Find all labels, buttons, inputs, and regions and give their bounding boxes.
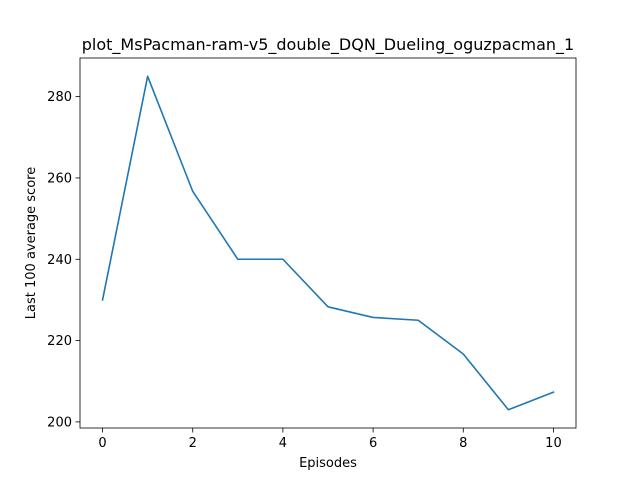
x-tick-label: 6 <box>369 436 377 451</box>
x-tick-label: 8 <box>459 436 467 451</box>
x-tick-label: 4 <box>279 436 287 451</box>
y-axis: 200 220 240 260 280 <box>47 90 80 430</box>
x-tick-label: 2 <box>189 436 197 451</box>
x-tick-label: 10 <box>545 436 562 451</box>
y-tick-label: 240 <box>47 253 72 268</box>
x-axis: 0 2 4 6 8 10 <box>98 428 562 451</box>
series-points <box>102 76 554 410</box>
y-tick-label: 280 <box>47 90 72 105</box>
x-tick-label: 0 <box>98 436 106 451</box>
y-tick-label: 260 <box>47 171 72 186</box>
plot-frame <box>79 57 577 429</box>
y-axis-label: Last 100 average score <box>24 167 39 319</box>
x-axis-label: Episodes <box>299 456 357 471</box>
y-tick-label: 200 <box>47 415 72 430</box>
series-line <box>101 75 555 411</box>
chart-title: plot_MsPacman-ram-v5_double_DQN_Dueling_… <box>82 35 574 55</box>
y-tick-label: 220 <box>47 334 72 349</box>
